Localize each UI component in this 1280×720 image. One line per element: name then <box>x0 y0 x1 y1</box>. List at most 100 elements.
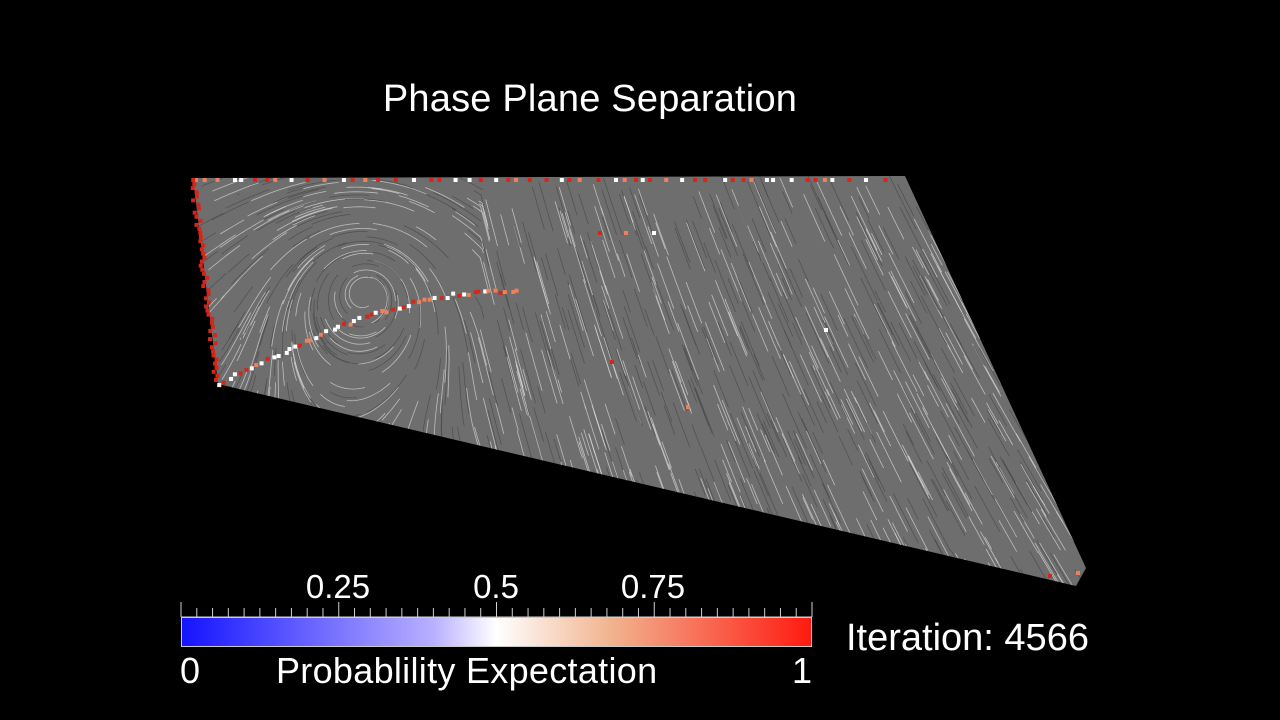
streamline <box>601 285 610 309</box>
streamline <box>843 388 865 433</box>
streamline <box>346 186 383 190</box>
streamline <box>329 337 378 352</box>
streamline <box>233 286 254 313</box>
streamline <box>296 405 305 453</box>
marker <box>273 178 278 182</box>
streamline <box>631 337 641 365</box>
streamline <box>210 477 256 505</box>
streamline <box>973 345 986 367</box>
streamline <box>644 308 655 336</box>
streamline <box>415 226 437 241</box>
streamline <box>992 344 1005 366</box>
marker <box>335 324 340 329</box>
streamline <box>545 253 559 297</box>
marker <box>453 178 458 182</box>
streamline <box>454 494 484 539</box>
streamline <box>1018 176 1045 221</box>
streamline <box>764 434 783 476</box>
streamline <box>739 324 764 381</box>
streamline <box>839 206 854 236</box>
streamline <box>954 406 978 449</box>
streamline <box>265 199 303 216</box>
streamline <box>753 179 776 232</box>
streamline <box>388 249 409 264</box>
streamline <box>473 190 486 211</box>
streamline <box>868 459 880 482</box>
streamline <box>546 350 564 405</box>
streamline <box>941 348 955 374</box>
streamline <box>329 391 357 399</box>
streamline <box>813 306 835 351</box>
streamline <box>1040 176 1053 197</box>
marker <box>265 178 270 182</box>
streamline <box>935 437 948 460</box>
streamline <box>263 481 291 499</box>
streamline <box>910 407 935 455</box>
streamline <box>305 414 326 462</box>
streamline <box>804 306 829 358</box>
streamline <box>274 347 277 376</box>
streamline <box>897 183 915 217</box>
marker <box>191 198 196 203</box>
streamline <box>643 381 656 416</box>
streamline <box>917 358 929 381</box>
streamline <box>691 424 701 448</box>
streamline <box>861 468 884 513</box>
streamline <box>232 438 273 484</box>
marker <box>212 333 217 338</box>
streamline <box>1033 315 1047 337</box>
streamline <box>746 441 771 498</box>
streamline <box>323 250 367 270</box>
streamline <box>1056 212 1083 254</box>
streamline <box>485 249 497 289</box>
streamline <box>682 309 701 355</box>
streamline <box>876 431 902 483</box>
streamline <box>964 492 983 525</box>
streamline <box>1033 416 1053 449</box>
streamline <box>1035 341 1063 387</box>
streamline <box>606 304 623 351</box>
streamline <box>602 301 616 340</box>
marker <box>199 259 204 264</box>
streamline <box>541 349 558 404</box>
streamline <box>679 499 690 527</box>
streamline <box>668 348 682 383</box>
streamline <box>709 193 728 239</box>
streamline <box>438 453 447 482</box>
streamline <box>1024 179 1056 232</box>
streamline <box>617 253 626 277</box>
streamline <box>297 244 326 269</box>
streamline <box>193 515 232 532</box>
colorbar-min-label: 0 <box>180 650 201 691</box>
streamline <box>645 246 654 270</box>
streamline <box>878 351 893 381</box>
streamline <box>916 206 932 236</box>
streamline <box>858 444 875 478</box>
streamline <box>930 353 958 404</box>
streamline <box>569 416 583 459</box>
marker <box>664 178 669 182</box>
streamline <box>947 271 963 301</box>
streamline <box>756 413 773 451</box>
streamline <box>758 206 777 248</box>
streamline <box>685 219 706 269</box>
streamline <box>358 346 394 365</box>
streamline <box>848 343 866 380</box>
streamline <box>513 224 521 248</box>
streamline <box>789 360 810 406</box>
streamline <box>495 402 505 435</box>
streamline <box>235 490 261 505</box>
streamline <box>236 320 256 362</box>
streamline <box>652 424 670 470</box>
streamline <box>533 406 544 442</box>
streamline <box>258 176 306 177</box>
marker <box>363 178 368 182</box>
streamline <box>887 291 912 338</box>
streamline <box>539 320 551 356</box>
streamline <box>982 259 1013 313</box>
streamline <box>841 552 853 575</box>
streamline <box>239 469 269 493</box>
marker <box>494 178 499 182</box>
marker <box>194 190 199 195</box>
streamline <box>1065 582 1081 586</box>
